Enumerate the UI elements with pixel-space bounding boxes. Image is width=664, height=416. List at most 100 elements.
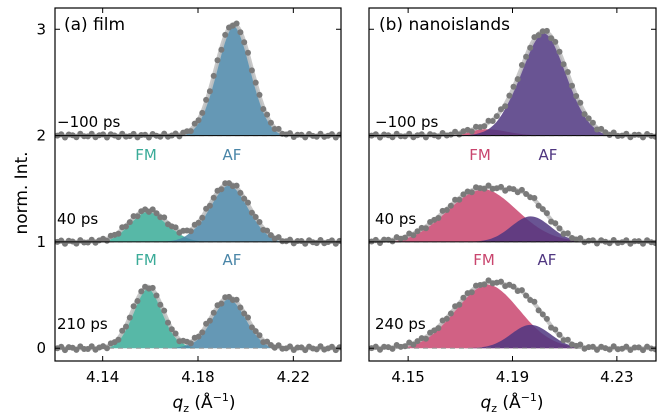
data-point xyxy=(552,220,559,227)
panel-nanoislands: 4.15 4.19 4.23 xyxy=(368,7,657,386)
data-point xyxy=(245,49,251,56)
data-point xyxy=(138,288,145,295)
data-point xyxy=(172,330,179,337)
panel-a-delay-2: 40 ps xyxy=(57,210,98,228)
plot-area xyxy=(55,20,341,354)
data-point xyxy=(275,342,282,349)
data-point xyxy=(402,234,408,241)
data-point xyxy=(389,238,396,245)
data-point xyxy=(241,39,248,46)
data-point xyxy=(606,346,613,353)
data-point xyxy=(187,128,194,135)
data-point xyxy=(523,191,530,197)
data-point xyxy=(233,182,240,189)
y-tick-label: 0 xyxy=(36,339,46,357)
plot-frame xyxy=(54,7,342,362)
data-point xyxy=(252,214,259,220)
data-point xyxy=(543,210,550,217)
data-point xyxy=(275,125,282,132)
data-point xyxy=(161,214,168,221)
peak-af-area xyxy=(369,324,656,349)
data-point xyxy=(581,111,588,118)
data-point xyxy=(302,347,309,354)
data-point xyxy=(199,329,206,336)
data-point xyxy=(187,340,194,347)
data-point xyxy=(245,314,251,321)
data-point xyxy=(569,82,575,89)
data-point xyxy=(485,182,492,189)
data-point xyxy=(543,315,550,322)
panel-b-delay-1: −100 ps xyxy=(375,113,438,131)
data-point xyxy=(498,278,504,285)
data-point xyxy=(535,202,542,209)
data-point xyxy=(149,206,156,213)
data-point xyxy=(256,91,263,98)
data-point xyxy=(531,195,538,201)
data-point xyxy=(176,133,183,140)
data-point xyxy=(237,29,244,36)
data-point xyxy=(552,38,559,45)
data-point xyxy=(510,283,517,290)
data-point xyxy=(560,61,567,68)
data-point xyxy=(468,189,475,196)
data-point xyxy=(210,194,217,201)
data-point xyxy=(443,207,450,213)
data-point xyxy=(452,196,459,203)
data-point xyxy=(422,225,429,232)
panel-b-fm-label-2: FM xyxy=(473,251,495,269)
panel-a-fm-label-1: FM xyxy=(135,146,157,164)
data-point xyxy=(447,310,454,317)
data-point xyxy=(264,111,271,118)
data-point xyxy=(248,67,255,74)
panel-b-x-axis-title: qz (Å−1) xyxy=(480,391,543,415)
x-tick-label: 4.18 xyxy=(181,368,214,386)
panel-b-delay-2: 40 ps xyxy=(375,210,416,228)
data-point xyxy=(489,118,496,124)
data-point xyxy=(527,44,534,51)
peak-af-area xyxy=(369,216,656,242)
data-point xyxy=(447,202,454,209)
data-point xyxy=(610,129,617,136)
data-point xyxy=(481,185,488,192)
data-point xyxy=(539,311,546,318)
panel-a-delay-3: 210 ps xyxy=(57,315,108,333)
x-tick-label: 4.14 xyxy=(86,368,119,386)
data-point xyxy=(564,336,571,343)
x-tick-label: 4.22 xyxy=(277,368,310,386)
data-point xyxy=(518,287,525,294)
data-point xyxy=(577,99,584,106)
peak-af-area xyxy=(369,31,656,136)
data-point xyxy=(195,219,202,226)
data-point xyxy=(153,210,160,217)
data-point xyxy=(498,106,504,113)
data-point xyxy=(256,332,263,339)
plot-area xyxy=(369,27,656,354)
panel-b-title: (b) nanoislands xyxy=(379,15,510,35)
data-point xyxy=(435,215,442,221)
data-point xyxy=(564,230,571,237)
data-point xyxy=(287,236,293,243)
data-point xyxy=(518,62,525,68)
panel-b-af-label-1: AF xyxy=(539,146,558,164)
data-point xyxy=(206,202,213,209)
data-point xyxy=(123,223,129,230)
panel-a-af-label-1: AF xyxy=(223,146,242,164)
data-point xyxy=(233,20,240,27)
panel-a-delay-1: −100 ps xyxy=(57,113,120,131)
data-point xyxy=(134,298,141,304)
data-point xyxy=(210,309,217,316)
data-point xyxy=(510,186,517,193)
data-point xyxy=(485,277,492,284)
data-point xyxy=(548,35,555,42)
data-point xyxy=(248,209,255,216)
data-point xyxy=(372,343,379,350)
data-point xyxy=(264,227,271,234)
peak-fm-area xyxy=(55,210,341,242)
data-point xyxy=(414,228,421,235)
data-point xyxy=(119,327,126,334)
peak-fm-area xyxy=(55,286,341,349)
data-point xyxy=(414,338,421,345)
data-point xyxy=(493,113,500,120)
data-point xyxy=(447,131,454,138)
data-point xyxy=(287,130,293,137)
